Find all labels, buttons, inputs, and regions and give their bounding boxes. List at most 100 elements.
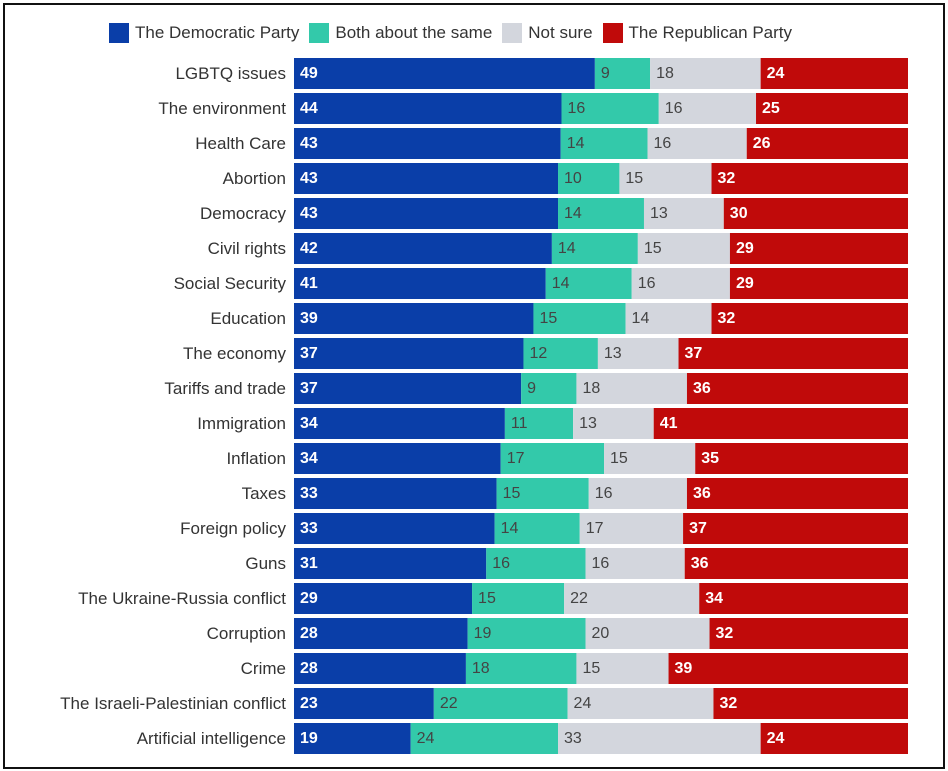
data-label: 16	[591, 555, 609, 572]
bar-segment	[686, 478, 908, 509]
data-label: 9	[527, 380, 536, 397]
bar-segment	[711, 303, 908, 334]
data-label: 39	[300, 310, 318, 327]
data-label: 29	[736, 240, 754, 257]
legend-item: The Democratic Party	[109, 23, 299, 43]
data-label: 24	[767, 730, 785, 747]
bar-segment	[558, 163, 620, 194]
data-label: 37	[689, 520, 707, 537]
bar-segment	[294, 163, 559, 194]
data-label: 35	[701, 450, 719, 467]
bar-segment	[545, 268, 632, 299]
category-label: Crime	[241, 659, 286, 678]
bar-segment	[558, 723, 761, 754]
bar-segment	[619, 163, 712, 194]
data-label: 29	[300, 590, 318, 607]
bar-segment	[625, 303, 712, 334]
data-label: 15	[644, 240, 662, 257]
bar-segment	[650, 58, 761, 89]
data-label: 13	[604, 345, 622, 362]
bar-segment	[294, 93, 562, 124]
data-label: 13	[650, 205, 668, 222]
bar-segment	[560, 128, 648, 159]
data-label: 33	[564, 730, 582, 747]
category-label: Taxes	[242, 484, 286, 503]
data-label: 34	[300, 415, 318, 432]
bar-segment	[294, 653, 466, 684]
bar-segment	[576, 653, 669, 684]
data-label: 17	[586, 520, 604, 537]
bar-segment	[496, 478, 589, 509]
data-label: 31	[300, 555, 318, 572]
data-label: 41	[660, 415, 678, 432]
category-label: Immigration	[197, 414, 286, 433]
data-label: 18	[582, 380, 600, 397]
bar-segment	[294, 688, 434, 719]
bar-segment	[294, 338, 524, 369]
legend-label: The Democratic Party	[135, 23, 300, 42]
bar-segment	[709, 618, 908, 649]
bar-segment	[729, 233, 908, 264]
data-label: 36	[691, 555, 709, 572]
data-label: 15	[610, 450, 628, 467]
bar-segment	[294, 478, 497, 509]
bar-segment	[604, 443, 696, 474]
data-label: 15	[503, 485, 521, 502]
data-label: 24	[417, 730, 435, 747]
data-label: 30	[730, 205, 748, 222]
category-label: The economy	[183, 344, 286, 363]
bar-segment	[294, 303, 534, 334]
data-label: 36	[693, 485, 711, 502]
category-label: The Ukraine-Russia conflict	[78, 589, 286, 608]
legend-label: Not sure	[528, 23, 593, 42]
category-label: Foreign policy	[180, 519, 286, 538]
bar-segment	[294, 373, 522, 404]
bar-segment	[746, 128, 908, 159]
bar-segment	[760, 723, 908, 754]
bar-segment	[631, 268, 730, 299]
data-label: 16	[492, 555, 510, 572]
legend-item: The Republican Party	[602, 23, 793, 43]
bar-segment	[594, 58, 651, 89]
data-label: 14	[558, 240, 576, 257]
bar-segment	[678, 338, 908, 369]
data-label: 43	[300, 205, 318, 222]
bar-segment	[684, 548, 908, 579]
data-label: 49	[300, 65, 318, 82]
bar-segment	[294, 513, 495, 544]
bar-segment	[567, 688, 714, 719]
bar-segment	[561, 93, 659, 124]
data-label: 15	[582, 660, 600, 677]
data-label: 15	[625, 170, 643, 187]
legend-label: Both about the same	[335, 23, 493, 42]
data-label: 42	[300, 240, 318, 257]
data-label: 36	[693, 380, 711, 397]
bar-segment	[433, 688, 568, 719]
bar-segment	[551, 233, 638, 264]
data-label: 43	[300, 170, 318, 187]
bar-segment	[533, 303, 626, 334]
bar-segment	[486, 548, 586, 579]
data-label: 29	[736, 275, 754, 292]
bar-segment	[294, 583, 473, 614]
bar-segment	[294, 723, 411, 754]
bar-segment	[699, 583, 908, 614]
bar-segment	[756, 93, 908, 124]
category-label: Health Care	[195, 134, 286, 153]
data-label: 22	[440, 695, 458, 712]
bar-segment	[723, 198, 908, 229]
category-label: LGBTQ issues	[175, 64, 286, 83]
legend-swatch	[309, 23, 330, 43]
bar-segment	[410, 723, 559, 754]
data-label: 18	[472, 660, 490, 677]
bar-segment	[294, 268, 546, 299]
legend-label: The Republican Party	[628, 23, 793, 42]
legend-swatch	[602, 23, 623, 43]
bar-segment	[564, 583, 700, 614]
bar-segment	[760, 58, 908, 89]
category-label: Tariffs and trade	[164, 379, 286, 398]
data-label: 23	[300, 695, 318, 712]
bar-segment	[294, 128, 561, 159]
legend-swatch	[502, 23, 523, 43]
bar-segment	[713, 688, 908, 719]
